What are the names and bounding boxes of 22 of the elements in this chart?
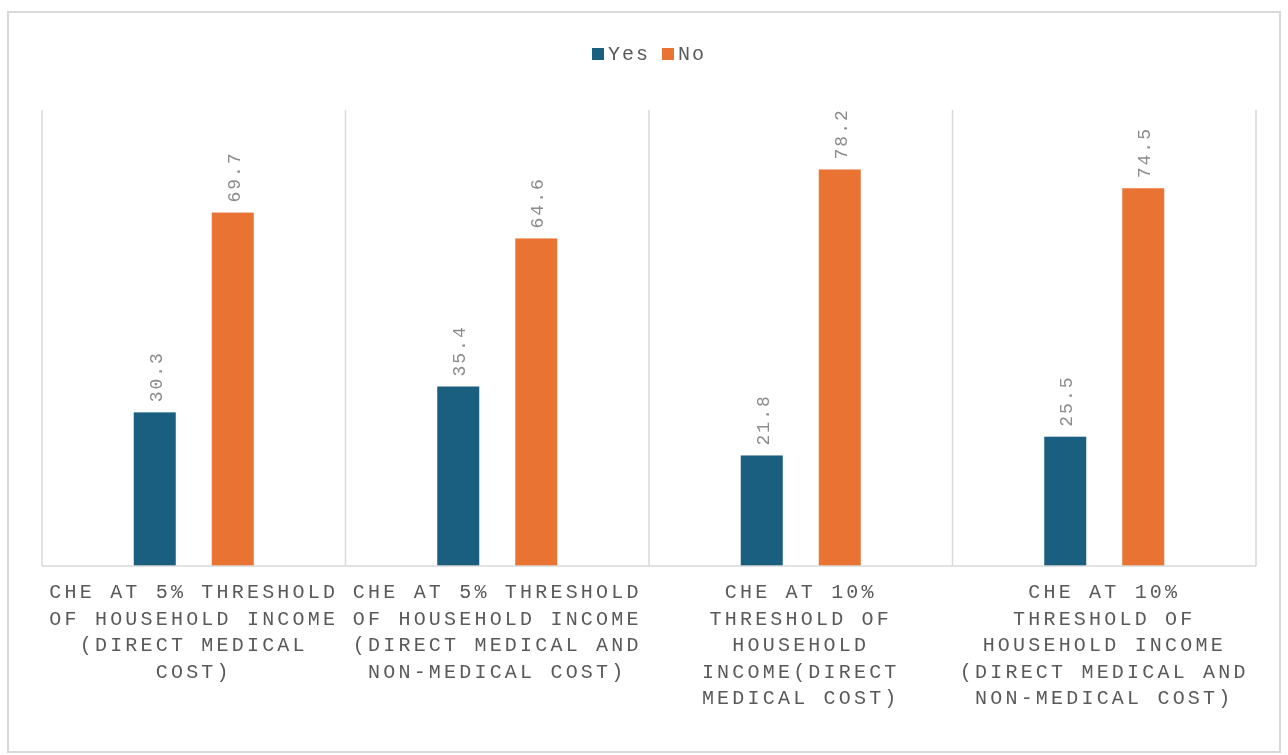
data-label: 35.4 xyxy=(450,325,471,377)
data-label: 64.6 xyxy=(528,177,549,229)
data-label: 25.5 xyxy=(1057,375,1078,427)
x-tick-label: CHE AT 5% THRESHOLD OF HOUSEHOLD INCOME (DIRECT MEDICAL AND NON-MEDICAL COST) xyxy=(352,581,642,684)
legend-label: Yes xyxy=(607,43,650,66)
data-label: 21.8 xyxy=(753,394,774,446)
data-label: 74.5 xyxy=(1135,127,1156,179)
x-tick-label: CHE AT 5% THRESHOLD OF HOUSEHOLD INCOME (DIRECT MEDICAL COST) xyxy=(49,581,339,684)
data-label: 69.7 xyxy=(224,151,245,203)
bar xyxy=(437,386,480,566)
x-tick-label: CHE AT 10% THRESHOLD OF HOUSEHOLD INCOME(DIRECT MEDICAL COST) xyxy=(701,581,900,710)
bar xyxy=(1122,188,1165,566)
bar xyxy=(211,212,254,566)
bar xyxy=(133,412,176,566)
data-label: 78.2 xyxy=(831,108,852,160)
bar xyxy=(818,169,861,566)
bar xyxy=(1044,436,1087,566)
bar xyxy=(515,238,558,566)
data-label: 30.3 xyxy=(146,351,167,403)
bar xyxy=(740,455,783,566)
x-tick-label: CHE AT 10% THRESHOLD OF HOUSEHOLD INCOME (DIRECT MEDICAL AND NON-MEDICAL COST) xyxy=(959,581,1249,710)
legend-label: No xyxy=(678,43,707,66)
